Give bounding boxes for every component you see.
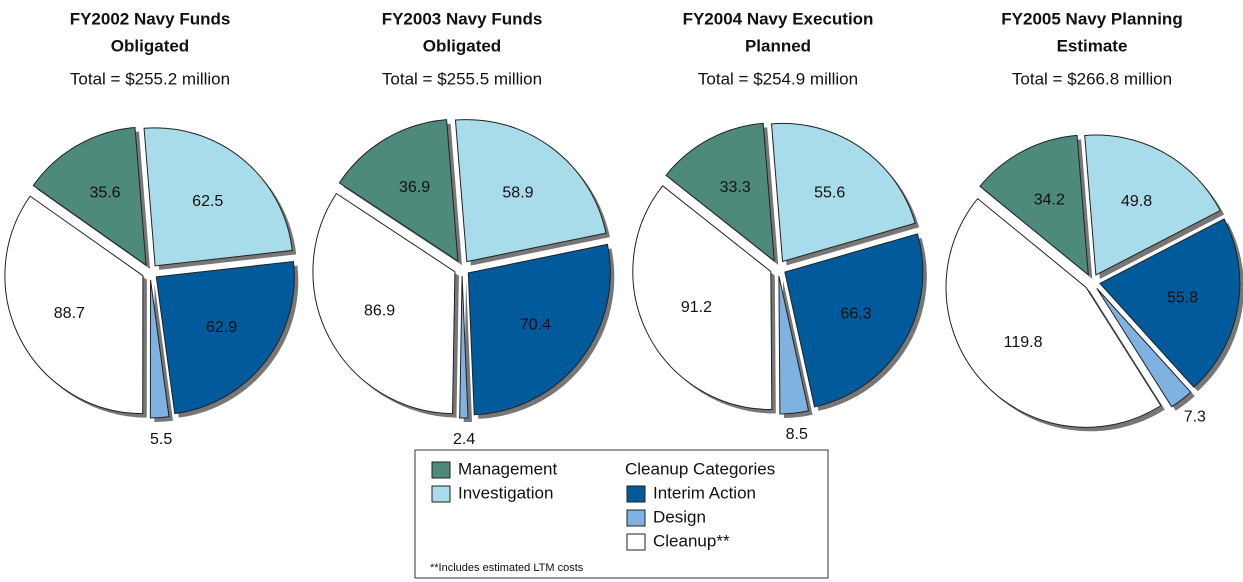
legend-swatch <box>431 485 451 503</box>
slice <box>770 122 916 263</box>
slice <box>778 275 810 415</box>
legend-label: Interim Action <box>653 483 756 502</box>
chart-title: Obligated <box>111 36 189 55</box>
slice <box>1084 134 1221 276</box>
slice <box>149 279 170 419</box>
legend-label: Cleanup** <box>653 531 730 550</box>
chart-title: FY2003 Navy Funds <box>382 9 543 28</box>
chart-title: Estimate <box>1057 36 1128 55</box>
slice <box>454 119 607 263</box>
chart-subtitle: Total = $255.2 million <box>70 69 230 88</box>
data-label: 62.9 <box>206 319 237 336</box>
chart-title: FY2005 Navy Planning <box>1001 9 1182 28</box>
data-label: 35.6 <box>89 184 120 201</box>
legend-swatch <box>626 509 646 527</box>
slice <box>665 122 775 263</box>
legend-label: Design <box>653 507 706 526</box>
slice <box>459 275 469 419</box>
legend-label: Management <box>458 459 558 478</box>
slice <box>1096 288 1192 408</box>
data-label: 88.7 <box>54 305 85 322</box>
data-label: 119.8 <box>1004 334 1043 351</box>
data-label: 66.3 <box>840 306 871 323</box>
chart-title: FY2002 Navy Funds <box>70 9 231 28</box>
legend-title: Cleanup Categories <box>625 459 775 478</box>
data-label: 36.9 <box>399 179 430 196</box>
chart-title: Planned <box>745 36 811 55</box>
data-label: 5.5 <box>150 431 172 448</box>
data-label: 49.8 <box>1121 193 1152 210</box>
slice <box>945 197 1162 428</box>
slice <box>4 195 144 415</box>
chart-title: Obligated <box>423 36 501 55</box>
data-label: 55.8 <box>1167 290 1198 307</box>
data-label: 86.9 <box>364 303 395 320</box>
slice <box>338 119 459 263</box>
data-label: 62.5 <box>192 193 223 210</box>
data-label: 55.6 <box>814 185 845 202</box>
legend-swatch <box>626 533 646 551</box>
legend-note: **Includes estimated LTM costs <box>430 562 584 574</box>
legend-label: Investigation <box>458 483 553 502</box>
slice <box>784 233 924 408</box>
data-label: 91.2 <box>681 299 712 316</box>
slice <box>467 243 611 416</box>
data-label: 58.9 <box>502 185 533 202</box>
slice <box>312 192 456 415</box>
slice <box>632 185 773 411</box>
data-label: 8.5 <box>786 426 808 443</box>
legend-swatch <box>626 485 646 503</box>
slice <box>32 126 147 267</box>
data-label: 33.3 <box>720 179 751 196</box>
chart-subtitle: Total = $255.5 million <box>382 69 542 88</box>
data-label: 7.3 <box>1184 409 1206 426</box>
legend-swatch <box>431 461 451 479</box>
slice <box>155 260 295 415</box>
data-label: 34.2 <box>1034 192 1065 209</box>
slice <box>143 127 293 267</box>
chart-subtitle: Total = $254.9 million <box>698 69 858 88</box>
data-label: 70.4 <box>520 317 551 334</box>
chart-title: FY2004 Navy Execution <box>683 9 874 28</box>
slice <box>979 134 1089 277</box>
legend-box <box>414 449 829 579</box>
chart-subtitle: Total = $266.8 million <box>1012 69 1172 88</box>
slice <box>1099 218 1241 388</box>
data-label: 2.4 <box>453 431 475 448</box>
